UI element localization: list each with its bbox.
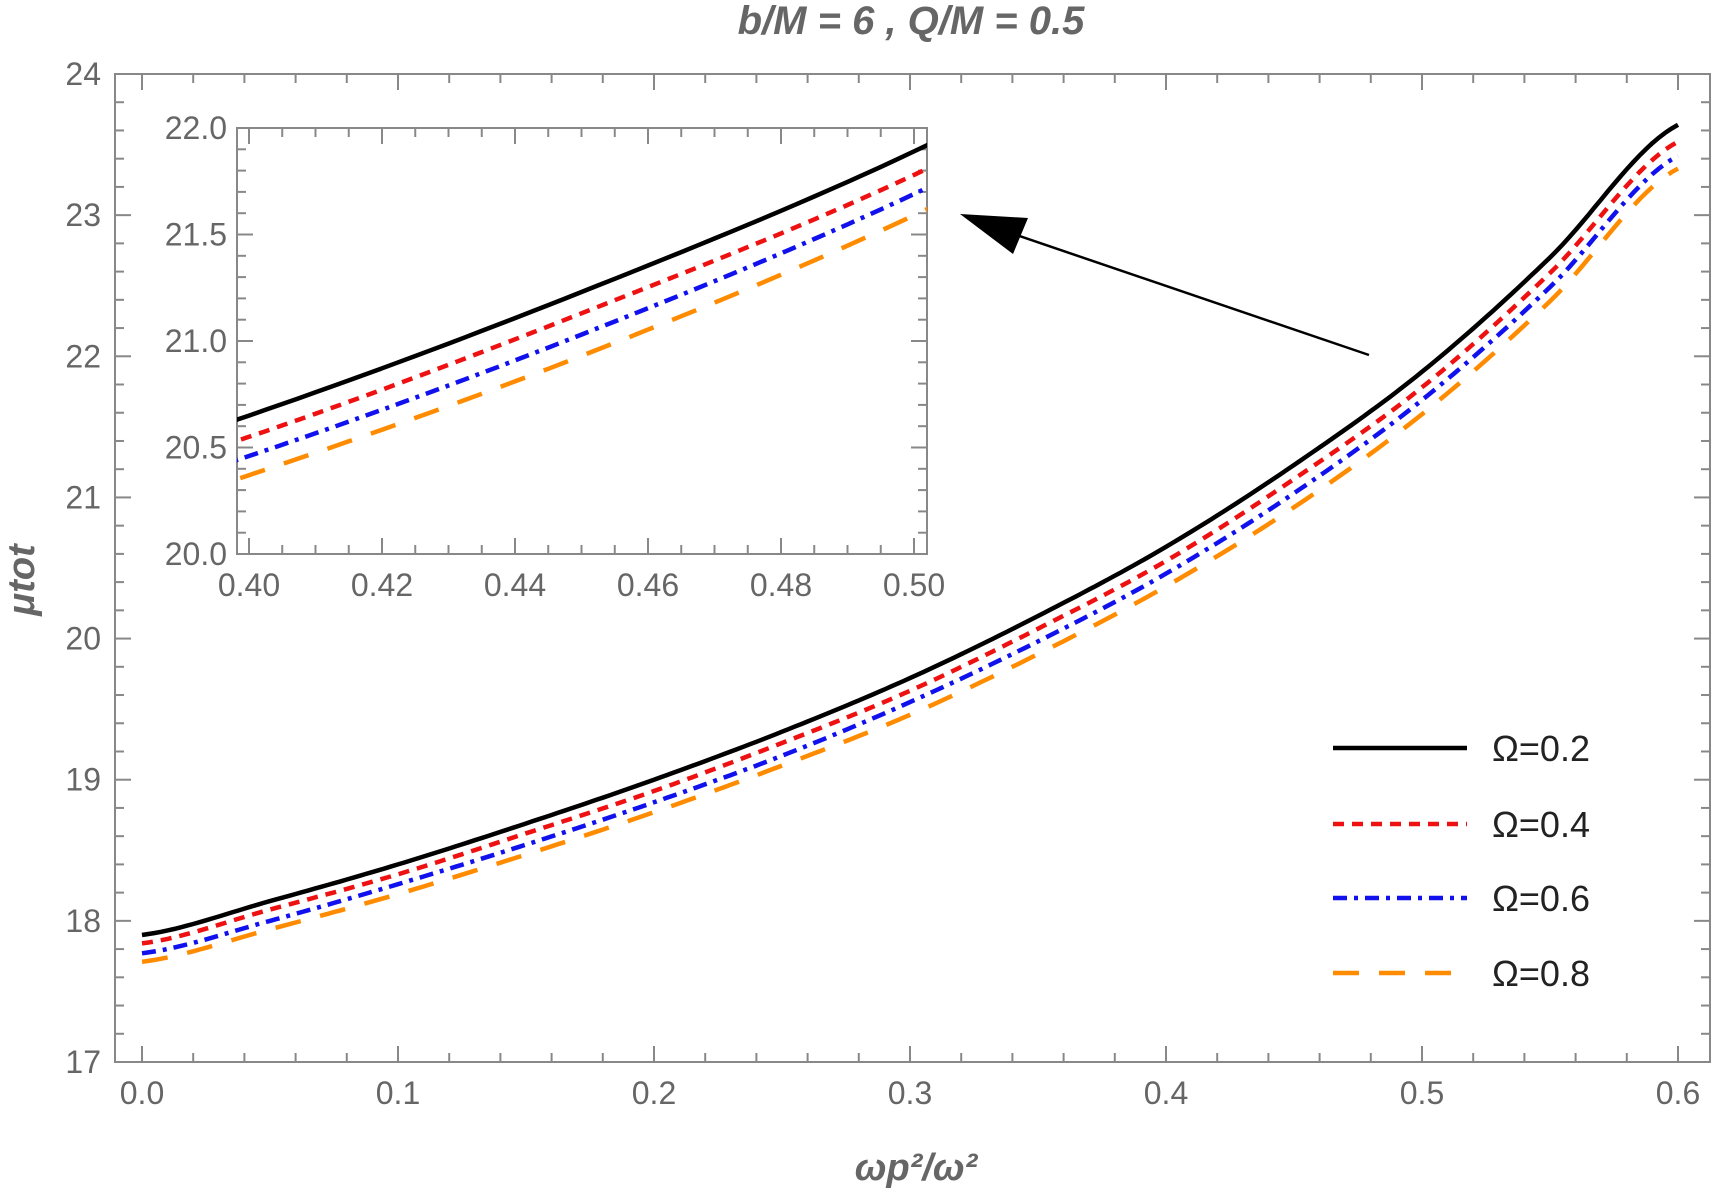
main-plot-frame bbox=[114, 73, 1711, 1063]
chart-title: b/M = 6 , Q/M = 0.5 bbox=[738, 0, 1086, 43]
main-y-tick-label: 18 bbox=[65, 903, 101, 939]
inset-series-solid bbox=[237, 142, 927, 423]
main-x-tick-label: 0.0 bbox=[120, 1075, 164, 1111]
x-axis-label: ωp²/ω² bbox=[855, 1147, 979, 1189]
legend-label: Ω=0.6 bbox=[1492, 878, 1590, 919]
inset-x-tick-label: 0.46 bbox=[617, 567, 679, 603]
inset-y-tick-label: 20.0 bbox=[165, 536, 227, 572]
main-x-tick-label: 0.5 bbox=[1400, 1075, 1444, 1111]
main-x-tick-label: 0.6 bbox=[1656, 1075, 1700, 1111]
y-axis-label: μtot bbox=[1, 543, 43, 617]
inset-x-tick-label: 0.40 bbox=[218, 567, 280, 603]
inset-x-tick-label: 0.44 bbox=[484, 567, 546, 603]
inset-series-group bbox=[237, 142, 927, 482]
arrow-head-icon bbox=[960, 214, 1028, 254]
legend-label: Ω=0.8 bbox=[1492, 953, 1590, 994]
annotation-arrow bbox=[960, 214, 1370, 357]
main-y-tick-label: 21 bbox=[65, 479, 101, 515]
legend-item: Ω=0.8 bbox=[1333, 953, 1590, 994]
main-x-tick-label: 0.4 bbox=[1144, 1075, 1188, 1111]
arrow-shaft bbox=[989, 224, 1370, 357]
main-series-solid bbox=[141, 122, 1680, 938]
legend-label: Ω=0.4 bbox=[1492, 804, 1590, 845]
inset-y-tick-label: 20.5 bbox=[165, 430, 227, 466]
legend: Ω=0.2 Ω=0.4 Ω=0.6 Ω=0.8 bbox=[1333, 728, 1590, 994]
main-series-group bbox=[141, 122, 1680, 965]
legend-item: Ω=0.4 bbox=[1333, 804, 1590, 845]
inset-y-tick-label: 21.5 bbox=[165, 217, 227, 253]
legend-item: Ω=0.6 bbox=[1333, 878, 1590, 919]
main-series-long-dashed bbox=[141, 166, 1680, 965]
main-y-tick-label: 24 bbox=[65, 56, 101, 92]
inset-axis-ticks: 0.40 0.42 0.44 0.46 0.48 0.50 20.0 20.5 21.0 21.5… bbox=[165, 110, 945, 603]
main-y-tick-label: 22 bbox=[65, 338, 101, 374]
main-axis-ticks: 0.0 0.1 0.2 0.3 0.4 0.5 0.6 17 18 19 20 21 22 23 24 bbox=[65, 56, 1710, 1111]
inset-y-tick-label: 22.0 bbox=[165, 110, 227, 146]
main-x-tick-label: 0.3 bbox=[888, 1075, 932, 1111]
main-y-tick-label: 19 bbox=[65, 762, 101, 798]
main-x-tick-label: 0.1 bbox=[376, 1075, 420, 1111]
main-y-tick-label: 20 bbox=[65, 621, 101, 657]
legend-label: Ω=0.2 bbox=[1492, 728, 1590, 769]
inset-y-tick-label: 21.0 bbox=[165, 323, 227, 359]
main-y-tick-label: 17 bbox=[65, 1044, 101, 1080]
main-x-tick-label: 0.2 bbox=[632, 1075, 676, 1111]
inset-x-tick-label: 0.48 bbox=[750, 567, 812, 603]
main-series-dashed bbox=[141, 139, 1680, 946]
main-y-tick-label: 23 bbox=[65, 197, 101, 233]
legend-item: Ω=0.2 bbox=[1333, 728, 1590, 769]
inset-x-tick-label: 0.50 bbox=[883, 567, 945, 603]
main-series-dot-dashed bbox=[141, 153, 1680, 956]
inset-series-dashed bbox=[237, 166, 927, 444]
inset-x-tick-label: 0.42 bbox=[351, 567, 413, 603]
